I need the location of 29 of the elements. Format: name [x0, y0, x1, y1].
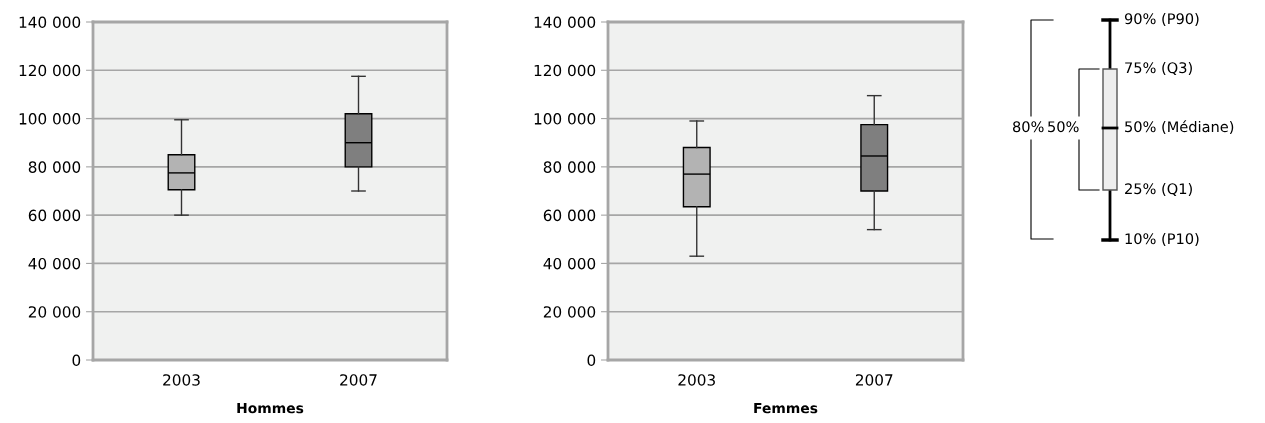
x-tick-label: 2007 — [340, 374, 377, 386]
y-tick-label: 40 000 — [543, 257, 596, 270]
y-tick-label: 140 000 — [19, 16, 81, 29]
y-tick-label: 100 000 — [19, 113, 81, 125]
x-tick-label: 2003 — [678, 374, 715, 386]
x-axis-title: Hommes — [237, 402, 304, 414]
text: 75% (Q3) — [1125, 61, 1192, 75]
text: 90% (P90) — [1124, 12, 1199, 26]
y-tick-label: 40 000 — [28, 257, 81, 270]
y-tick-label: 80 000 — [543, 161, 596, 173]
text: 10% (P10) — [1125, 232, 1199, 246]
x-tick-label: 2003 — [163, 374, 200, 386]
y-tick-label: 140 000 — [534, 16, 596, 29]
x-tick-label: 2007 — [855, 374, 893, 386]
y-tick-label: 20 000 — [543, 306, 596, 318]
y-tick-label: 60 000 — [543, 209, 596, 222]
text: 25% (Q1) — [1125, 182, 1192, 196]
x-axis-title: Femmes — [754, 402, 818, 414]
text: 50% (Médiane) — [1125, 120, 1234, 134]
y-tick-label: 120 000 — [534, 64, 596, 77]
y-tick-label: 0 — [72, 354, 81, 367]
text: 80% — [1012, 121, 1044, 133]
y-tick-label: 100 000 — [534, 113, 596, 125]
y-tick-label: 60 000 — [28, 209, 81, 222]
y-tick-label: 0 — [587, 354, 596, 367]
y-tick-label: 80 000 — [28, 161, 81, 173]
y-tick-label: 20 000 — [28, 306, 81, 318]
text: 50% — [1048, 121, 1079, 133]
y-tick-label: 120 000 — [19, 64, 81, 77]
